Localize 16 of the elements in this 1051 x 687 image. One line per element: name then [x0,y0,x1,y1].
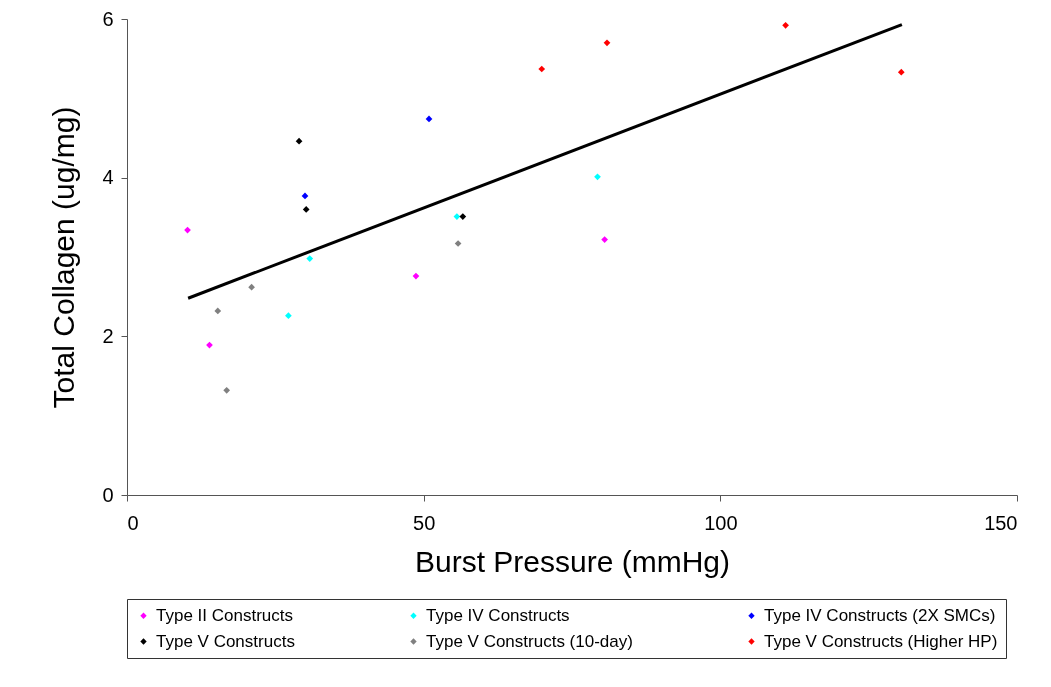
y-axis-title: Total Collagen (ug/mg) [47,106,81,409]
legend-label: Type V Constructs [156,631,295,651]
x-axis-title: Burst Pressure (mmHg) [414,544,731,578]
legend-label: Type IV Constructs (2X SMCs) [764,605,996,625]
legend-label: Type IV Constructs [426,605,570,625]
x-tick-label: 50 [413,511,436,534]
legend-label: Type V Constructs (Higher HP) [764,631,998,651]
y-tick-label: 6 [102,7,114,30]
x-tick-label: 0 [127,511,139,534]
y-tick-label: 2 [102,324,114,347]
y-tick-label: 0 [102,483,114,506]
legend-label: Type II Constructs [156,605,293,625]
legend-label: Type V Constructs (10-day) [426,631,633,651]
x-tick-label: 150 [984,511,1018,534]
y-tick-label: 4 [102,166,114,189]
x-tick-label: 100 [704,511,738,534]
